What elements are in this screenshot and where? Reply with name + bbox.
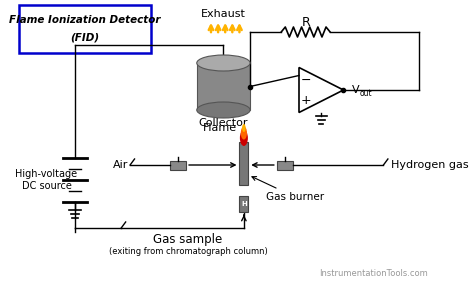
Bar [170, 160, 186, 169]
Text: +: + [301, 94, 311, 106]
Text: Gas burner: Gas burner [252, 176, 324, 202]
Bar [239, 196, 248, 212]
Bar [19, 5, 151, 53]
Ellipse shape [197, 102, 250, 118]
Text: InstrumentationTools.com: InstrumentationTools.com [319, 269, 428, 278]
Text: Exhaust: Exhaust [201, 9, 246, 19]
Bar [197, 63, 250, 110]
Text: R: R [301, 15, 310, 28]
Bar [277, 160, 293, 169]
Bar [239, 142, 248, 185]
Text: Gas sample: Gas sample [153, 234, 222, 246]
Text: High-voltage
DC source: High-voltage DC source [16, 169, 78, 191]
Text: H: H [241, 201, 247, 207]
Text: (FID): (FID) [70, 33, 100, 43]
Text: Air: Air [113, 160, 128, 170]
Text: V: V [352, 85, 360, 95]
Text: out: out [359, 89, 372, 98]
Ellipse shape [240, 130, 248, 146]
Text: (exiting from chromatograph column): (exiting from chromatograph column) [109, 246, 267, 255]
Ellipse shape [242, 124, 246, 132]
Text: Flame: Flame [203, 123, 237, 133]
Text: Hydrogen gas: Hydrogen gas [391, 160, 468, 170]
Text: Flame Ionization Detector: Flame Ionization Detector [9, 15, 161, 25]
Ellipse shape [241, 126, 247, 139]
Polygon shape [299, 67, 344, 112]
Ellipse shape [197, 55, 250, 71]
Text: −: − [301, 74, 311, 87]
Text: Collector: Collector [199, 118, 248, 128]
